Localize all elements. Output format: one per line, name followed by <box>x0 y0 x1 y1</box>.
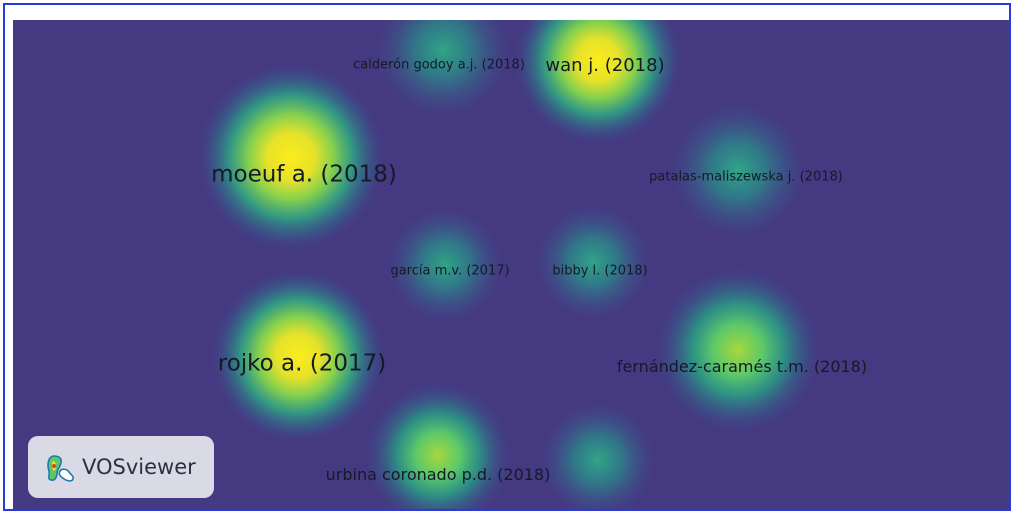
density-layer <box>196 20 823 509</box>
node-label[interactable]: moeuf a. (2018) <box>211 161 397 188</box>
node-label[interactable]: bibby l. (2018) <box>552 263 648 279</box>
node-label[interactable]: patalas-maliszewska j. (2018) <box>649 169 843 185</box>
node-label[interactable]: fernández-caramés t.m. (2018) <box>616 357 868 376</box>
node-label[interactable]: rojko a. (2017) <box>217 350 387 377</box>
density-blob <box>653 265 823 435</box>
density-blob <box>373 20 513 120</box>
vosviewer-logo[interactable]: VOSviewer <box>28 436 214 498</box>
density-blob <box>533 202 653 322</box>
density-map[interactable]: calderón godoy a.j. (2018) wan j. (2018)… <box>13 20 1009 509</box>
density-blob <box>210 268 386 444</box>
density-blob <box>196 62 386 252</box>
node-label[interactable]: urbina coronado p.d. (2018) <box>325 465 551 484</box>
density-blob <box>513 20 683 145</box>
node-label[interactable]: wan j. (2018) <box>545 55 665 76</box>
node-label[interactable]: garcía m.v. (2017) <box>390 263 510 279</box>
density-blob <box>668 100 808 240</box>
density-blob <box>363 380 513 509</box>
density-blob <box>538 400 658 509</box>
node-label[interactable]: calderón godoy a.j. (2018) <box>353 57 525 73</box>
visualization-frame: calderón godoy a.j. (2018) wan j. (2018)… <box>3 3 1011 511</box>
logo-text: VOSviewer <box>82 455 196 479</box>
vosviewer-logo-icon <box>47 455 74 482</box>
density-blob <box>385 205 505 325</box>
